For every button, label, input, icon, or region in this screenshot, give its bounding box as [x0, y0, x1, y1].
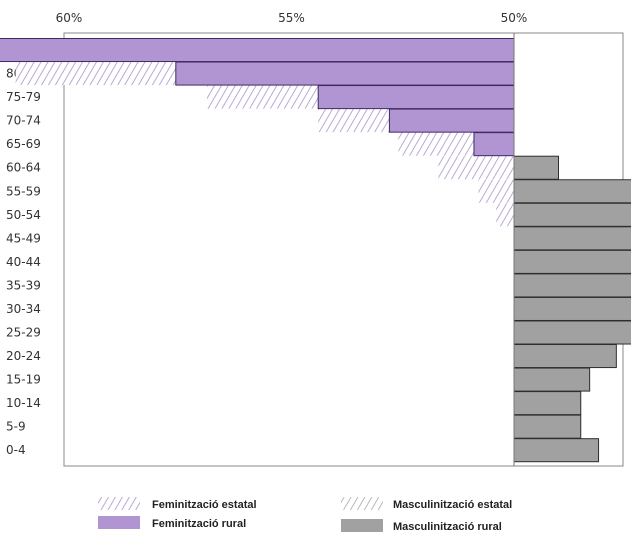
bar-masculinitzacio-rural	[513, 179, 631, 204]
legend-label: Masculinització estatal	[393, 499, 512, 511]
legend-swatch-solid-purple	[98, 516, 140, 529]
solid-bars	[0, 38, 631, 463]
category-label: 10-14	[6, 396, 41, 410]
y-axis-categories: 85 y +80-8475-7970-7465-6960-6455-5950-5…	[6, 43, 46, 457]
category-label: 65-69	[6, 137, 41, 151]
bar-masculinitzacio-rural	[513, 320, 631, 345]
category-label: 15-19	[6, 373, 41, 387]
legend-item-feminitzacio-rural: Feminització rural	[98, 516, 246, 530]
category-label: 25-29	[6, 326, 41, 340]
x-tick-label: 60%	[56, 11, 83, 25]
category-label: 45-49	[6, 231, 41, 245]
bar-masculinitzacio-rural	[513, 296, 631, 321]
bar-feminitzacio-estatal	[496, 203, 514, 227]
legend-swatch-hatched-purple	[98, 497, 140, 510]
category-label: 40-44	[6, 255, 41, 269]
bar-feminitzacio-estatal	[438, 156, 514, 180]
category-label: 30-34	[6, 302, 41, 316]
bar-masculinitzacio-rural	[513, 414, 582, 439]
legend-label: Feminització rural	[152, 518, 246, 530]
bar-masculinitzacio-rural	[513, 273, 631, 298]
bar-feminitzacio-rural	[473, 132, 515, 157]
bar-masculinitzacio-rural	[513, 391, 582, 416]
category-label: 55-59	[6, 184, 41, 198]
bar-feminitzacio-rural	[317, 85, 515, 110]
legend-item-masculinitzacio-rural: Masculinització rural	[341, 519, 502, 533]
legend-swatch-solid-gray	[341, 519, 383, 532]
bar-masculinitzacio-rural	[513, 249, 631, 274]
bar-masculinitzacio-rural	[513, 367, 591, 392]
bar-feminitzacio-estatal	[478, 179, 514, 203]
bar-masculinitzacio-rural	[513, 202, 631, 227]
legend-swatch-hatched-gray	[341, 497, 383, 510]
legend-item-feminitzacio-estatal: Feminització estatal	[98, 497, 257, 511]
x-tick-label: 50%	[501, 11, 528, 25]
legend-item-masculinitzacio-estatal: Masculinització estatal	[341, 497, 512, 511]
category-label: 5-9	[6, 420, 26, 434]
legend-label: Masculinització rural	[393, 521, 502, 533]
x-axis-ticks: 70%65%60%55%50%45%	[56, 11, 528, 25]
bar-feminitzacio-rural	[175, 61, 515, 86]
category-label: 75-79	[6, 90, 41, 104]
category-label: 60-64	[6, 161, 41, 175]
x-tick-label: 55%	[278, 11, 305, 25]
category-label: 50-54	[6, 208, 41, 222]
category-label: 70-74	[6, 114, 41, 128]
bar-masculinitzacio-rural	[513, 438, 600, 463]
bar-masculinitzacio-rural	[513, 155, 559, 180]
bar-feminitzacio-rural	[0, 38, 515, 63]
bar-masculinitzacio-rural	[513, 226, 631, 251]
bar-masculinitzacio-rural	[513, 344, 617, 369]
category-label: 35-39	[6, 278, 41, 292]
bar-feminitzacio-rural	[388, 108, 515, 133]
legend-label: Feminització estatal	[152, 499, 257, 511]
legend: Feminització estatal Masculinització est…	[98, 497, 512, 533]
category-label: 20-24	[6, 349, 41, 363]
category-label: 0-4	[6, 443, 26, 457]
